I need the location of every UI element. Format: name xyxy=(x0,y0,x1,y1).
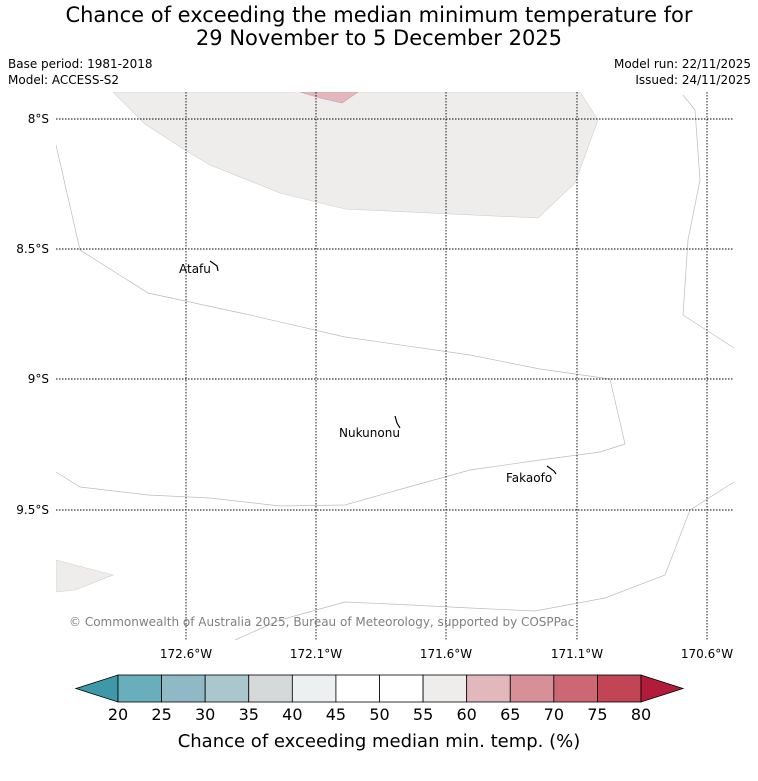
model-text: Model: ACCESS-S2 xyxy=(8,73,120,87)
colorbar-tick-label: 30 xyxy=(195,705,215,724)
atoll-fakaofo xyxy=(546,465,557,475)
colorbar-tick-label: 25 xyxy=(151,705,171,724)
chart-title: Chance of exceeding the median minimum t… xyxy=(0,4,758,50)
meta-right: Model run: 22/11/2025 Issued: 24/11/2025 xyxy=(614,56,751,88)
place-label-atafu: Atafu xyxy=(179,262,211,276)
colorbar-tick-label: 45 xyxy=(326,705,346,724)
shaded-region-south-west xyxy=(56,559,114,593)
lat-label: 8.5°S xyxy=(16,242,49,256)
colorbar-extend-low xyxy=(74,674,119,703)
colorbar-tick-label: 70 xyxy=(544,705,564,724)
colorbar-tick-label: 35 xyxy=(239,705,259,724)
gridlines xyxy=(56,92,734,640)
colorbar-tick-label: 65 xyxy=(500,705,520,724)
colorbar-segment xyxy=(553,674,598,703)
shaded-region-45-55 xyxy=(112,92,599,219)
colorbar-segment xyxy=(422,674,468,703)
lon-label: 170.6°W xyxy=(681,647,733,661)
lat-label: 8°S xyxy=(28,112,49,126)
colorbar-segment xyxy=(248,674,293,703)
colorbar-extend-high xyxy=(640,674,685,703)
latitude-labels: 8°S 8.5°S 9°S 9.5°S xyxy=(16,112,49,517)
colorbar-tick-label: 75 xyxy=(587,705,607,724)
boundary-line-north xyxy=(56,144,626,507)
colorbar-segment xyxy=(291,674,337,703)
place-label-nukunonu: Nukunonu xyxy=(339,426,400,440)
shaded-region-60-65 xyxy=(299,92,359,104)
colorbar-segment xyxy=(597,674,642,703)
map-area: Atafu Nukunonu Fakaofo © Commonwealth of… xyxy=(56,92,734,640)
colorbar-tick-label: 55 xyxy=(413,705,433,724)
colorbar-segment xyxy=(161,674,206,703)
colorbar-segment xyxy=(117,674,162,703)
title-line-1: Chance of exceeding the median minimum t… xyxy=(65,3,693,27)
lon-label: 171.6°W xyxy=(420,647,472,661)
colorbar-label: Chance of exceeding median min. temp. (%… xyxy=(178,731,581,752)
colorbar xyxy=(74,674,685,703)
colorbar-tick-label: 50 xyxy=(369,705,389,724)
boundary-line-south xyxy=(234,481,734,640)
colorbar-segment xyxy=(509,674,555,703)
model-run-text: Model run: 22/11/2025 xyxy=(613,57,751,71)
colorbar-ticks: 20 25 30 35 40 45 50 55 60 65 70 75 80 xyxy=(108,705,651,724)
lat-label: 9.5°S xyxy=(16,503,49,517)
colorbar-segment xyxy=(379,674,424,703)
boundary-line-east xyxy=(682,94,734,349)
atoll-atafu xyxy=(209,260,219,272)
colorbar-segment xyxy=(204,674,250,703)
colorbar-tick-label: 60 xyxy=(456,705,476,724)
lat-label: 9°S xyxy=(28,372,49,386)
lon-label: 172.1°W xyxy=(290,647,342,661)
colorbar-segment xyxy=(466,674,511,703)
colorbar-tick-label: 80 xyxy=(631,705,651,724)
colorbar-tick-label: 40 xyxy=(282,705,302,724)
base-period-text: Base period: 1981-2018 xyxy=(8,57,153,71)
atoll-nukunonu xyxy=(394,415,401,429)
copyright-text: © Commonwealth of Australia 2025, Bureau… xyxy=(69,615,574,629)
lon-label: 172.6°W xyxy=(160,647,212,661)
colorbar-segment xyxy=(335,674,380,703)
meta-left: Base period: 1981-2018 Model: ACCESS-S2 xyxy=(8,56,153,88)
longitude-labels: 172.6°W 172.1°W 171.6°W 171.1°W 170.6°W xyxy=(160,647,733,661)
title-line-2: 29 November to 5 December 2025 xyxy=(195,26,563,50)
lon-label: 171.1°W xyxy=(551,647,603,661)
colorbar-tick-label: 20 xyxy=(108,705,128,724)
place-label-fakaofo: Fakaofo xyxy=(506,471,552,485)
issued-text: Issued: 24/11/2025 xyxy=(635,73,751,87)
